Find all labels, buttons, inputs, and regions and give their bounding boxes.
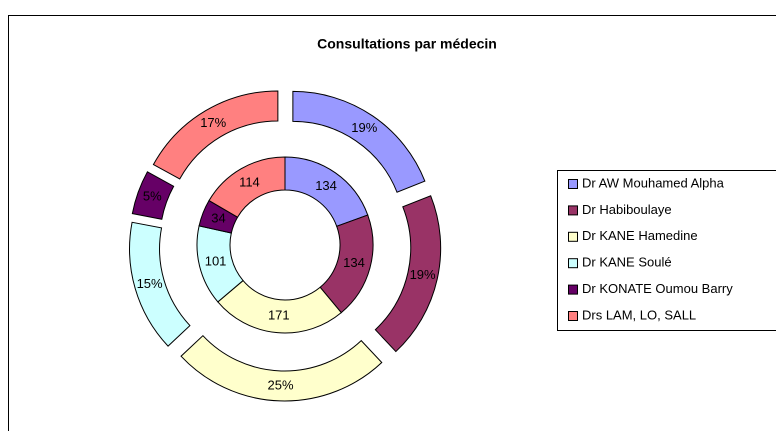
data-label: 17%: [200, 115, 226, 130]
legend-swatch: [569, 206, 578, 215]
data-label: 19%: [410, 267, 436, 282]
legend-label: Dr KANE Hamedine: [582, 228, 698, 243]
data-label: 171: [268, 308, 290, 323]
legend-label: Dr KANE Soulé: [582, 255, 672, 270]
legend-label: Drs LAM, LO, SALL: [582, 307, 696, 322]
data-label: 34: [211, 210, 225, 225]
legend-swatch: [569, 259, 578, 268]
legend-swatch: [569, 312, 578, 321]
data-label: 5%: [143, 189, 162, 204]
data-label: 19%: [351, 120, 377, 135]
legend-label: Dr AW Mouhamed Alpha: [582, 175, 725, 190]
data-label: 25%: [268, 377, 294, 392]
data-label: 15%: [137, 276, 163, 291]
chart-title: Consultations par médecin: [317, 36, 497, 52]
legend-label: Dr KONATE Oumou Barry: [582, 281, 733, 296]
legend-swatch: [569, 232, 578, 241]
legend-label: Dr Habiboulaye: [582, 202, 672, 217]
data-label: 114: [239, 174, 260, 189]
legend-swatch: [569, 180, 578, 189]
data-label: 134: [315, 178, 337, 193]
data-label: 134: [343, 255, 365, 270]
legend-swatch: [569, 285, 578, 294]
data-label: 101: [205, 254, 227, 269]
